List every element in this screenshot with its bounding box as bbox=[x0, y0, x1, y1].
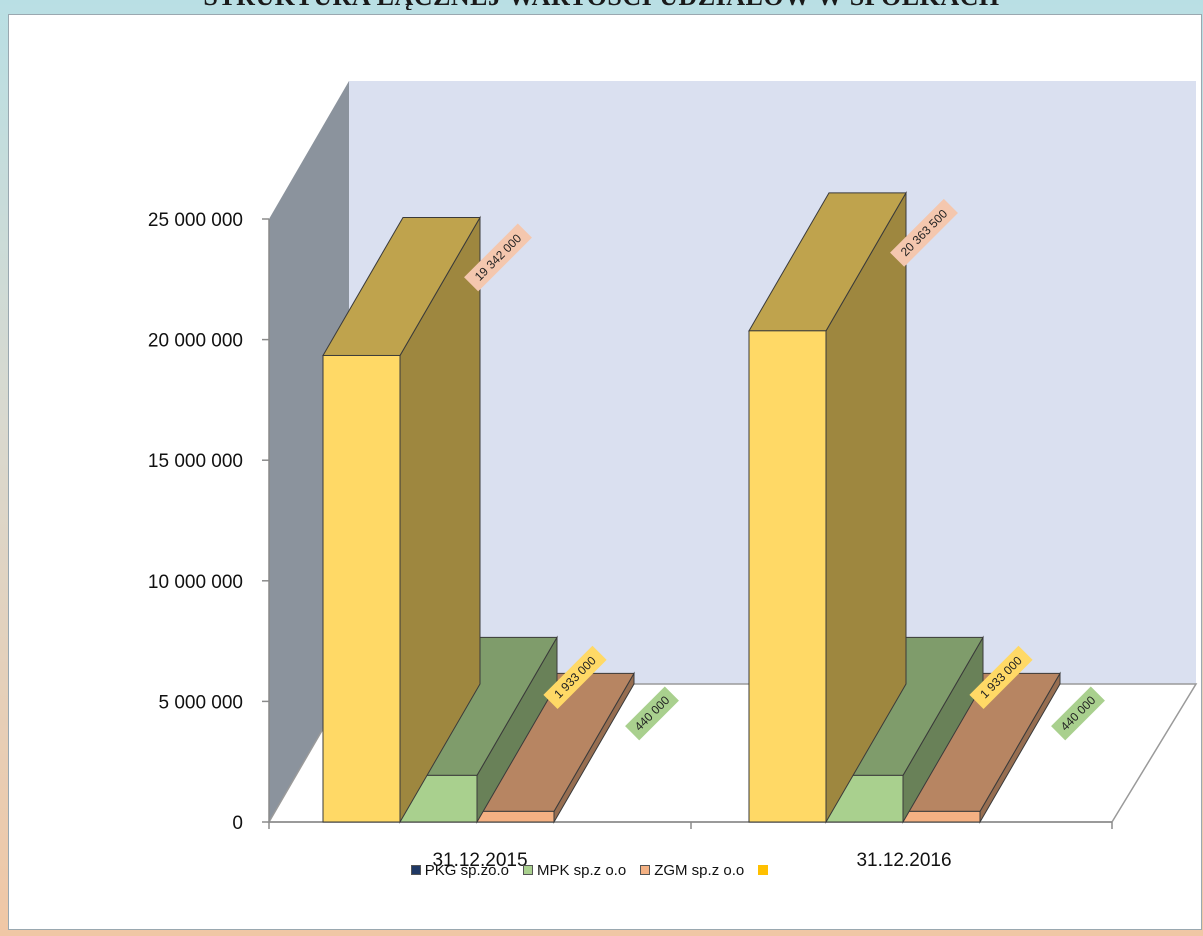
bar-pkg-sp-zo-o-0 bbox=[322, 215, 481, 824]
data-label-bg bbox=[543, 645, 607, 709]
x-axis: 31.12.2015 31.12.2016 bbox=[432, 850, 951, 871]
data-label-bg bbox=[890, 198, 958, 267]
legend-label: ZGM sp.z o.o bbox=[654, 861, 745, 879]
legend-item: MPK sp.z o.o bbox=[522, 861, 627, 879]
bar-front bbox=[902, 810, 981, 823]
bar-front bbox=[748, 330, 827, 823]
y-tick-label: 0 bbox=[232, 813, 243, 834]
x-category-label: 31.12.2016 bbox=[856, 850, 951, 871]
bar-pkg-sp-zo-o-1 bbox=[748, 190, 907, 824]
bar-front bbox=[476, 810, 555, 823]
bar-zgm-sp-z-o-o-1 bbox=[902, 671, 1061, 824]
y-tick-label: 5 000 000 bbox=[158, 692, 243, 713]
y-axis: 0 5 000 000 10 000 000 15 000 000 20 000 000… bbox=[148, 210, 1113, 834]
legend-swatch bbox=[640, 865, 651, 875]
legend-swatch bbox=[410, 865, 421, 875]
y-tick-label: 15 000 000 bbox=[148, 451, 243, 472]
data-label-bg bbox=[1051, 686, 1105, 741]
data-label-bg bbox=[969, 645, 1033, 709]
bars-layer bbox=[322, 190, 1061, 824]
legend-swatch bbox=[522, 865, 533, 875]
y-tick-label: 25 000 000 bbox=[148, 210, 243, 231]
legend-label: MPK sp.z o.o bbox=[536, 861, 627, 879]
chart-legend: PKG sp.zo.o MPK sp.z o.o ZGM sp.z o.o bbox=[0, 858, 1193, 882]
chart-title: STRUKTURA ŁĄCZNEJ WARTOŚCI UDZIAŁÓW W SP… bbox=[0, 0, 1203, 10]
y-tick-label: 10 000 000 bbox=[148, 572, 243, 593]
legend-item bbox=[758, 865, 772, 875]
bar-front bbox=[322, 354, 401, 823]
y-tick-label: 20 000 000 bbox=[148, 331, 243, 352]
legend-item: ZGM sp.z o.o bbox=[640, 862, 744, 879]
legend-label: PKG sp.zo.o bbox=[424, 861, 509, 879]
legend-item: PKG sp.zo.o bbox=[410, 861, 509, 879]
data-label-bg bbox=[464, 223, 532, 292]
legend-swatch bbox=[758, 865, 769, 875]
x-category-label: 31.12.2015 bbox=[432, 850, 527, 871]
data-label-bg bbox=[625, 686, 679, 741]
